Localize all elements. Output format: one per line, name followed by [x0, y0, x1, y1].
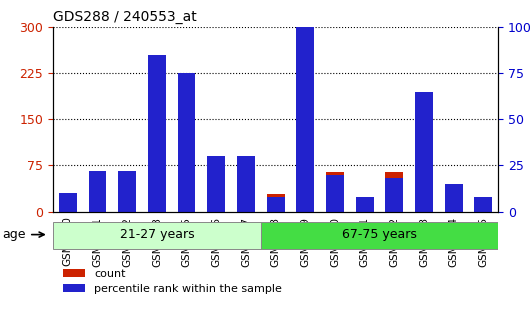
Text: 67-75 years: 67-75 years — [342, 228, 417, 241]
Bar — [356, 198, 374, 212]
Bar — [474, 197, 492, 212]
Bar — [178, 144, 196, 212]
Bar — [59, 199, 77, 212]
Bar — [118, 171, 136, 212]
Bar — [445, 193, 463, 212]
Bar — [237, 172, 255, 212]
Bar — [237, 156, 255, 212]
Bar — [474, 198, 492, 212]
Bar — [207, 156, 225, 212]
Bar — [178, 73, 196, 212]
Bar — [148, 55, 166, 212]
Bar — [118, 181, 136, 212]
Bar — [89, 171, 107, 212]
Bar — [415, 92, 433, 212]
Bar — [148, 125, 166, 212]
Text: age: age — [3, 228, 44, 241]
Bar — [356, 197, 374, 212]
Bar — [326, 175, 344, 212]
Bar — [296, 31, 314, 212]
Bar — [59, 193, 77, 212]
Bar — [445, 184, 463, 212]
Bar — [385, 178, 403, 212]
Bar — [207, 172, 225, 212]
Bar — [385, 172, 403, 212]
Bar — [415, 156, 433, 212]
Bar — [89, 181, 107, 212]
Bar — [267, 197, 285, 212]
Bar — [267, 195, 285, 212]
Bar — [53, 222, 261, 249]
Bar — [261, 222, 498, 249]
Text: 21-27 years: 21-27 years — [120, 228, 194, 241]
Bar — [296, 0, 314, 212]
Text: GDS288 / 240553_at: GDS288 / 240553_at — [53, 10, 197, 25]
Bar — [326, 172, 344, 212]
Legend: count, percentile rank within the sample: count, percentile rank within the sample — [58, 264, 286, 299]
